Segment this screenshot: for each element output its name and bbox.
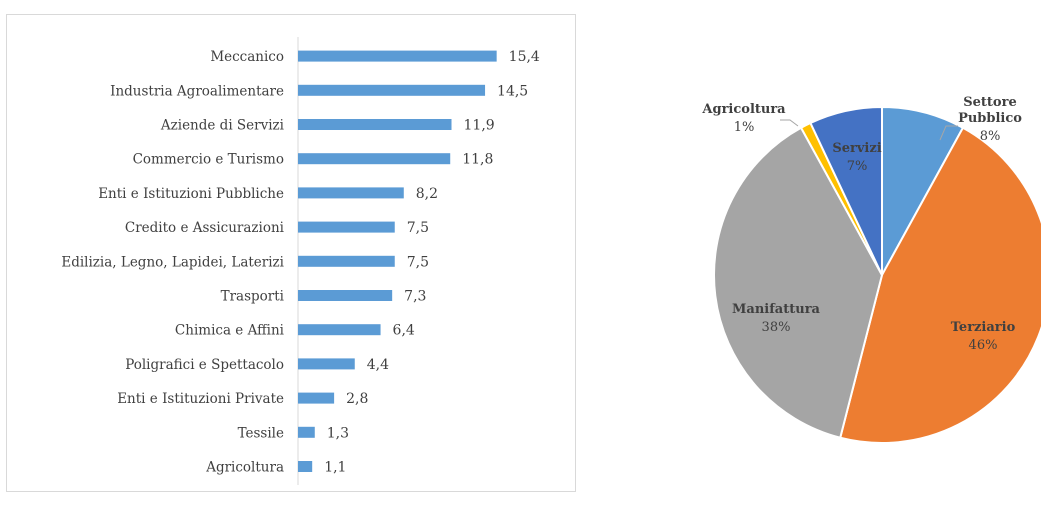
value-label-tessile: 1,3	[327, 425, 349, 441]
bar-chimica-e-affini	[298, 324, 381, 336]
pie-label-manifattura: Manifattura 38%	[732, 302, 821, 335]
pie-slice-manifattura	[712, 126, 884, 439]
category-label-enti-e-istituzioni-pubbliche: Enti e Istituzioni Pubbliche	[98, 186, 284, 202]
bar-meccanico	[298, 50, 497, 62]
pie-label-name-servizi: Servizi	[832, 141, 881, 156]
pie-label-name-terziario: Terziario	[951, 320, 1016, 335]
leader-line-agricoltura	[780, 119, 799, 127]
pie-label-value-terziario: 46%	[969, 338, 998, 353]
value-label-credito-e-assicurazioni: 7,5	[407, 220, 429, 236]
pie-label-value-settore-pubblico: 8%	[980, 129, 1001, 144]
category-label-enti-e-istituzioni-private: Enti e Istituzioni Private	[117, 391, 284, 407]
pie-label-settore-pubblico: Settore Pubblico 8%	[958, 95, 1022, 144]
value-label-agricoltura: 1,1	[324, 460, 346, 476]
category-label-tessile: Tessile	[238, 425, 284, 441]
value-label-meccanico: 15,4	[509, 49, 540, 65]
bar-edilizia-legno-lapidei-laterizi	[298, 255, 395, 267]
bar-credito-e-assicurazioni	[298, 221, 395, 233]
bar-agricoltura	[298, 461, 313, 472]
bar-chart-panel: Meccanico 15,4 Industria Agroalimentare 14,…	[6, 14, 576, 492]
value-label-trasporti: 7,3	[404, 289, 426, 305]
category-label-meccanico: Meccanico	[210, 49, 284, 65]
value-label-commercio-e-turismo: 11,8	[462, 152, 493, 168]
bar-chart: Meccanico 15,4 Industria Agroalimentare 14,…	[61, 37, 540, 485]
bar-commercio-e-turismo	[298, 153, 451, 165]
category-label-aziende-di-servizi: Aziende di Servizi	[160, 118, 285, 134]
bar-industria-agroalimentare	[298, 84, 486, 96]
pie-label-value-servizi: 7%	[847, 159, 868, 174]
value-label-aziende-di-servizi: 11,9	[464, 118, 495, 134]
bar-enti-e-istituzioni-private	[298, 392, 335, 404]
pie-label-name-agricoltura: Agricoltura	[701, 102, 786, 117]
bar-poligrafici-e-spettacolo	[298, 358, 355, 370]
bar-trasporti	[298, 290, 393, 301]
category-label-commercio-e-turismo: Commercio e Turismo	[133, 152, 284, 168]
pie-slice-servizi	[809, 105, 883, 276]
category-label-credito-e-assicurazioni: Credito e Assicurazioni	[125, 220, 285, 236]
bar-enti-e-istituzioni-pubbliche	[298, 187, 404, 199]
category-label-industria-agroalimentare: Industria Agroalimentare	[110, 83, 284, 99]
pie-slice-terziario	[839, 126, 1041, 444]
bar-tessile	[298, 426, 315, 438]
value-label-industria-agroalimentare: 14,5	[497, 83, 528, 99]
bar-aziende-di-servizi	[298, 119, 452, 130]
pie-label-servizi: Servizi 7%	[832, 141, 881, 174]
category-label-agricoltura: Agricoltura	[205, 460, 284, 476]
category-label-edilizia-legno-lapidei-laterizi: Edilizia, Legno, Lapidei, Laterizi	[61, 254, 284, 270]
category-label-chimica-e-affini: Chimica e Affini	[175, 323, 285, 339]
pie-label-agricoltura: Agricoltura 1%	[701, 102, 786, 135]
pie-label-value-agricoltura: 1%	[734, 120, 755, 135]
category-label-poligrafici-e-spettacolo: Poligrafici e Spettacolo	[125, 357, 284, 373]
pie-label-terziario: Terziario 46%	[951, 320, 1016, 353]
pie-label-name-settore-pubblico: Settore Pubblico	[958, 95, 1022, 126]
pie-label-name-manifattura: Manifattura	[732, 302, 821, 317]
pie-chart: Settore Pubblico 8% Terziario 46% Manifattura…	[701, 95, 1041, 444]
value-label-poligrafici-e-spettacolo: 4,4	[367, 357, 389, 373]
value-label-enti-e-istituzioni-pubbliche: 8,2	[416, 186, 438, 202]
pie-chart-panel: Settore Pubblico 8% Terziario 46% Manifattura…	[640, 0, 1041, 504]
value-label-chimica-e-affini: 6,4	[393, 323, 415, 339]
leader-line-settore-pubblico	[939, 125, 958, 141]
value-label-enti-e-istituzioni-private: 2,8	[346, 391, 368, 407]
category-label-trasporti: Trasporti	[221, 289, 285, 305]
value-label-edilizia-legno-lapidei-laterizi: 7,5	[407, 254, 429, 270]
pie-label-value-manifattura: 38%	[762, 320, 791, 335]
